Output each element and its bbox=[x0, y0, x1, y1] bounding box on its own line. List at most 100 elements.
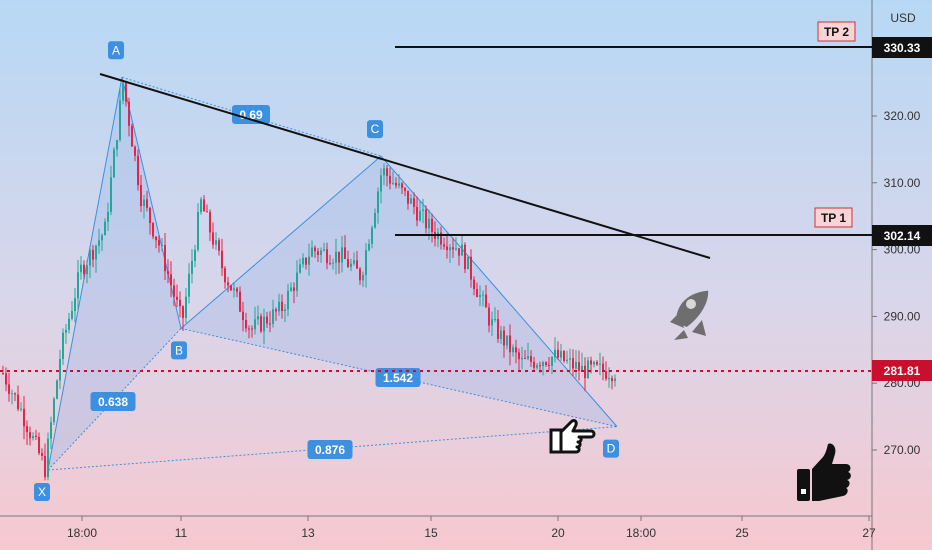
candle-body bbox=[191, 260, 193, 274]
tp2-price-text: 330.33 bbox=[884, 41, 921, 55]
candle-body bbox=[479, 294, 481, 297]
candle-body bbox=[383, 168, 385, 176]
candle-body bbox=[596, 361, 598, 365]
candle-body bbox=[227, 282, 229, 286]
candle-body bbox=[128, 101, 130, 126]
candle-body bbox=[170, 274, 172, 286]
candle-body bbox=[446, 246, 448, 251]
candle-body bbox=[407, 190, 409, 204]
candle-body bbox=[8, 384, 10, 394]
candle-body bbox=[299, 264, 301, 273]
candle-body bbox=[284, 309, 286, 312]
candle-body bbox=[152, 223, 154, 237]
candle-body bbox=[467, 256, 469, 270]
pattern-point-badge bbox=[34, 483, 50, 502]
candle-body bbox=[389, 175, 391, 184]
candle-body bbox=[611, 378, 613, 381]
candle-body bbox=[203, 199, 205, 212]
candle-body bbox=[482, 294, 484, 296]
currency-label: USD bbox=[890, 11, 916, 25]
pattern-triangle-xab bbox=[48, 77, 181, 471]
candle-body bbox=[614, 378, 616, 381]
candle-body bbox=[221, 250, 223, 269]
pattern-point-label: X bbox=[38, 485, 46, 499]
candle-body bbox=[122, 82, 124, 101]
candle-body bbox=[29, 432, 31, 439]
candle-body bbox=[518, 352, 520, 360]
candle-body bbox=[287, 290, 289, 310]
candle-body bbox=[173, 285, 175, 297]
time-tick-label: 20 bbox=[551, 526, 565, 540]
candle-body bbox=[254, 319, 256, 330]
candle-body bbox=[59, 358, 61, 381]
candle-body bbox=[245, 320, 247, 329]
candle-body bbox=[512, 347, 514, 353]
candle-body bbox=[587, 360, 589, 379]
candle-body bbox=[377, 191, 379, 213]
candle-body bbox=[41, 453, 43, 456]
tp2-label: TP 2 bbox=[817, 21, 856, 42]
price-tick-label: 300.00 bbox=[884, 243, 921, 257]
candle-body bbox=[419, 210, 421, 221]
candle-body bbox=[335, 251, 337, 263]
candle-body bbox=[263, 316, 265, 332]
candle-body bbox=[296, 272, 298, 291]
candle-body bbox=[524, 357, 526, 359]
ratio-badge bbox=[90, 392, 136, 411]
candle-body bbox=[530, 356, 532, 362]
candle-body bbox=[431, 218, 433, 232]
candle-body bbox=[80, 264, 82, 273]
time-tick-label: 27 bbox=[862, 526, 876, 540]
tp2-price-tag: 330.33 bbox=[872, 37, 932, 58]
candle-body bbox=[440, 232, 442, 245]
candle-body bbox=[449, 247, 451, 251]
candle-body bbox=[470, 256, 472, 280]
candle-body bbox=[605, 371, 607, 379]
candle-body bbox=[248, 328, 250, 330]
pattern-point-badge bbox=[171, 341, 187, 360]
candle-body bbox=[464, 244, 466, 270]
candle-body bbox=[233, 288, 235, 291]
candle-body bbox=[395, 182, 397, 186]
candle-body bbox=[560, 350, 562, 358]
candle-body bbox=[302, 257, 304, 265]
candle-body bbox=[11, 393, 13, 395]
candle-body bbox=[44, 455, 46, 478]
candle-body bbox=[140, 185, 142, 207]
candle-body bbox=[278, 301, 280, 312]
candle-body bbox=[38, 436, 40, 454]
candle-body bbox=[86, 265, 88, 275]
pattern-point-label: B bbox=[175, 343, 183, 357]
candle-body bbox=[491, 319, 493, 326]
candle-body bbox=[92, 249, 94, 260]
candle-body bbox=[569, 358, 571, 360]
candle-body bbox=[113, 149, 115, 178]
time-tick-label: 11 bbox=[175, 526, 188, 540]
candle-body bbox=[332, 262, 334, 264]
candle-body bbox=[293, 287, 295, 291]
candle-body bbox=[305, 257, 307, 265]
candle-body bbox=[137, 155, 139, 186]
candle-body bbox=[485, 294, 487, 308]
candle-body bbox=[164, 244, 166, 272]
current-price-text: 281.81 bbox=[884, 364, 921, 378]
candle-body bbox=[47, 438, 49, 478]
candle-body bbox=[146, 199, 148, 208]
candle-body bbox=[494, 319, 496, 321]
candle-body bbox=[455, 248, 457, 250]
candle-body bbox=[581, 365, 583, 371]
candle-body bbox=[422, 209, 424, 211]
pattern-ratio-line-ac bbox=[121, 76, 382, 157]
candle-body bbox=[35, 435, 37, 437]
candle-body bbox=[179, 299, 181, 307]
candle-body bbox=[572, 358, 574, 369]
candle-body bbox=[443, 244, 445, 247]
time-tick-label: 25 bbox=[735, 526, 749, 540]
candle-body bbox=[584, 365, 586, 379]
candle-body bbox=[239, 291, 241, 312]
thumbs-up-icon bbox=[797, 443, 851, 501]
candle-body bbox=[53, 398, 55, 423]
